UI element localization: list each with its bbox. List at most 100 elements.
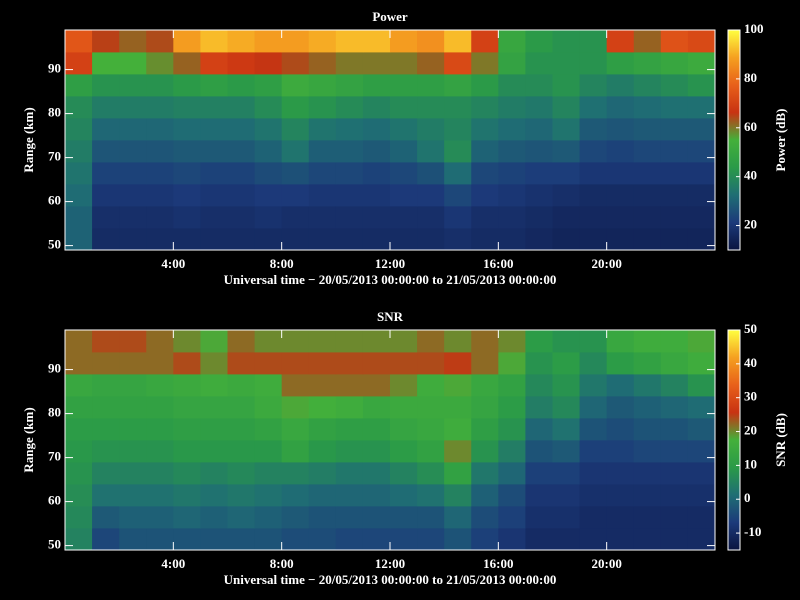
heat-cell <box>606 206 635 229</box>
heat-cell <box>633 330 662 353</box>
colorbar-tick-label: 40 <box>744 168 757 183</box>
heat-cell <box>227 374 255 397</box>
heat-cell <box>471 140 499 163</box>
heat-cell <box>173 374 201 397</box>
heat-cell <box>417 418 445 441</box>
heat-cell <box>417 228 445 251</box>
heat-cell <box>146 74 174 97</box>
heat-cell <box>227 162 255 185</box>
heat-cell <box>227 96 255 119</box>
colorbar-tick-label: 10 <box>744 456 757 471</box>
heat-cell <box>92 184 120 207</box>
heat-cell <box>227 462 255 485</box>
heat-cell <box>362 140 391 163</box>
heat-cell <box>119 352 147 375</box>
heat-cell <box>119 462 147 485</box>
colorbar-tick-label: 100 <box>744 21 764 36</box>
heat-cell <box>335 440 364 463</box>
heat-cell <box>254 140 283 163</box>
heat-cell <box>525 74 553 97</box>
heat-cell <box>281 140 310 163</box>
heat-cell <box>335 228 364 251</box>
heat-cell <box>173 162 201 185</box>
heat-cell <box>498 30 526 53</box>
heat-cell <box>119 484 147 507</box>
heat-cell <box>92 396 120 419</box>
heat-cell <box>119 418 147 441</box>
heat-cell <box>687 440 716 463</box>
heat-cell <box>146 396 174 419</box>
x-tick-label: 12:00 <box>375 256 405 271</box>
heat-cell <box>200 118 228 141</box>
heat-cell <box>173 462 201 485</box>
heat-cell <box>254 96 283 119</box>
heat-cell <box>390 462 418 485</box>
heat-cell <box>579 418 608 441</box>
heat-cell <box>92 484 120 507</box>
heat-cell <box>281 418 310 441</box>
heat-cell <box>579 330 608 353</box>
heat-cell <box>687 206 716 229</box>
heat-cell <box>444 30 472 53</box>
heat-cell <box>281 484 310 507</box>
y-tick-label: 80 <box>48 405 61 420</box>
heat-cell <box>444 96 472 119</box>
heat-cell <box>390 528 418 551</box>
heat-cell <box>200 162 228 185</box>
heat-cell <box>146 206 174 229</box>
heat-cell <box>335 52 364 75</box>
x-tick-label: 20:00 <box>591 556 621 571</box>
heat-cell <box>660 396 689 419</box>
heat-cell <box>552 484 580 507</box>
y-tick-label: 90 <box>48 361 61 376</box>
heat-cell <box>200 396 228 419</box>
heat-cell <box>362 484 391 507</box>
heat-cell <box>606 162 635 185</box>
heat-cell <box>146 52 174 75</box>
colorbar-tick-label: 50 <box>744 321 757 336</box>
heat-cell <box>633 228 662 251</box>
x-tick-label: 4:00 <box>161 256 185 271</box>
heat-cell <box>362 418 391 441</box>
heat-cell <box>200 374 228 397</box>
heat-cell <box>254 162 283 185</box>
heat-cell <box>525 162 553 185</box>
heat-cell <box>254 184 283 207</box>
heat-cell <box>119 96 147 119</box>
heat-cell <box>498 506 526 529</box>
heat-cell <box>65 462 93 485</box>
heat-cell <box>390 484 418 507</box>
heat-cell <box>254 228 283 251</box>
heat-cell <box>65 418 93 441</box>
y-axis-label: Range (km) <box>21 407 36 472</box>
heat-cell <box>308 528 337 551</box>
heat-cell <box>119 52 147 75</box>
heat-cell <box>687 352 716 375</box>
heat-cell <box>525 140 553 163</box>
heat-cell <box>390 228 418 251</box>
heat-cell <box>660 418 689 441</box>
heat-cell <box>92 228 120 251</box>
heat-cell <box>173 74 201 97</box>
x-tick-label: 12:00 <box>375 556 405 571</box>
heat-cell <box>146 228 174 251</box>
heat-cell <box>552 206 580 229</box>
heat-cell <box>417 206 445 229</box>
heat-cell <box>687 528 716 551</box>
heat-cell <box>390 506 418 529</box>
heat-cell <box>308 506 337 529</box>
heat-cell <box>227 206 255 229</box>
heat-cell <box>308 184 337 207</box>
heat-cell <box>92 118 120 141</box>
heat-cell <box>687 52 716 75</box>
heat-cell <box>362 374 391 397</box>
heat-cell <box>498 228 526 251</box>
heat-cell <box>173 140 201 163</box>
chart-title: SNR <box>377 309 404 324</box>
heat-cell <box>552 52 580 75</box>
colorbar-label: Power (dB) <box>773 109 788 172</box>
heat-cell <box>606 330 635 353</box>
heat-cell <box>633 396 662 419</box>
heat-cell <box>254 418 283 441</box>
heat-cell <box>606 418 635 441</box>
